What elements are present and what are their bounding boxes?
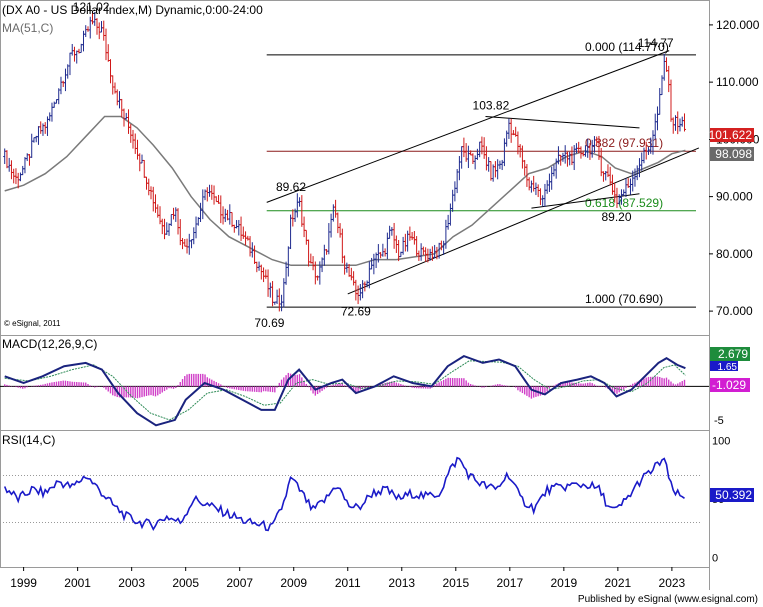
macd-line: [4, 354, 686, 427]
price-annotation: 89.62: [276, 180, 306, 194]
price-annotation: 89.20: [601, 210, 631, 224]
macd-value: 2.679: [718, 347, 748, 361]
x-tick-label: 2019: [550, 576, 577, 590]
x-tick-label: 2009: [280, 576, 307, 590]
ohlc-bar: [682, 113, 686, 132]
rsi-tick-label: 0: [712, 553, 718, 565]
x-tick-label: 1999: [10, 576, 37, 590]
trendline: [266, 50, 670, 203]
x-tick-label: 2003: [118, 576, 145, 590]
chart-title: (DX A0 - US Dollar Index,M) Dynamic,0:00…: [2, 3, 263, 17]
fib-label: 0.382 (97.931): [585, 136, 663, 150]
price-annotation: 70.69: [254, 316, 284, 330]
price-annotation: 103.82: [473, 99, 510, 113]
price-annotations: 121.02 114.77 103.82 89.62 89.20 72.69 70.69: [73, 0, 674, 330]
x-axis: 1999 2001 2003 2005 2007 2009 2011 2013 2015 2017…: [10, 567, 686, 590]
price-tick-label: 80.000: [716, 247, 753, 261]
fib-label: 0.618 (87.529): [585, 196, 663, 210]
x-tick-label: 2013: [388, 576, 415, 590]
histogram-value-badge: -1.029: [710, 378, 750, 392]
rsi-line: [3, 456, 685, 532]
price-tick-label: 110.000: [716, 75, 759, 89]
signal-value: 1.65: [718, 362, 738, 373]
fibonacci-levels: 0.000 (114.770) 0.382 (97.931) 0.618 (87.5…: [266, 40, 696, 308]
rsi-title: RSI(14,C): [2, 433, 55, 447]
frames: [0, 0, 710, 590]
macd-value-badge: 2.679: [710, 347, 750, 361]
trendlines: [266, 50, 700, 295]
ma-value: 98.098: [715, 147, 752, 161]
x-tick-label: 2015: [442, 576, 469, 590]
ohlc-bars: [3, 11, 686, 312]
fib-label: 1.000 (70.690): [585, 292, 663, 306]
last-price-value: 101.622: [709, 128, 753, 142]
x-tick-label: 2005: [172, 576, 199, 590]
macd-title: MACD(12,26,9,C): [2, 337, 97, 351]
x-tick-label: 2011: [335, 576, 361, 590]
ma-value-badge: 98.098: [710, 147, 754, 161]
trendline: [485, 115, 640, 129]
fib-label: 0.000 (114.770): [585, 40, 669, 54]
price-annotation: 72.69: [341, 305, 371, 319]
rsi-value: 50.392: [715, 488, 752, 502]
trendline: [347, 147, 700, 295]
price-tick-label: 90.000: [716, 190, 753, 204]
macd-tick-label: -5: [714, 415, 724, 427]
price-annotation: 114.77: [638, 36, 674, 50]
rsi-tick-label: 100: [712, 435, 730, 447]
ma-label: MA(51,C): [2, 21, 53, 35]
histogram-value: -1.029: [712, 378, 746, 392]
signal-value-badge: 1.65: [710, 361, 738, 373]
copyright: © eSignal, 2011: [4, 319, 61, 328]
x-tick-label: 2007: [226, 576, 253, 590]
price-tick-label: 70.000: [716, 304, 753, 318]
rsi-panel: 100500: [0, 435, 730, 565]
rsi-value-badge: 50.392: [710, 488, 754, 502]
footer-credit: Published by eSignal (www.esignal.com): [578, 594, 758, 605]
x-tick-label: 2023: [659, 576, 686, 590]
last-price-badge: 101.622: [709, 128, 754, 142]
x-tick-label: 2017: [496, 576, 523, 590]
x-tick-label: 2001: [64, 576, 91, 590]
macd-signal-line: [4, 360, 686, 421]
price-annotation: 121.02: [73, 0, 110, 14]
x-tick-label: 2021: [605, 576, 632, 590]
price-tick-label: 120.000: [716, 18, 760, 32]
